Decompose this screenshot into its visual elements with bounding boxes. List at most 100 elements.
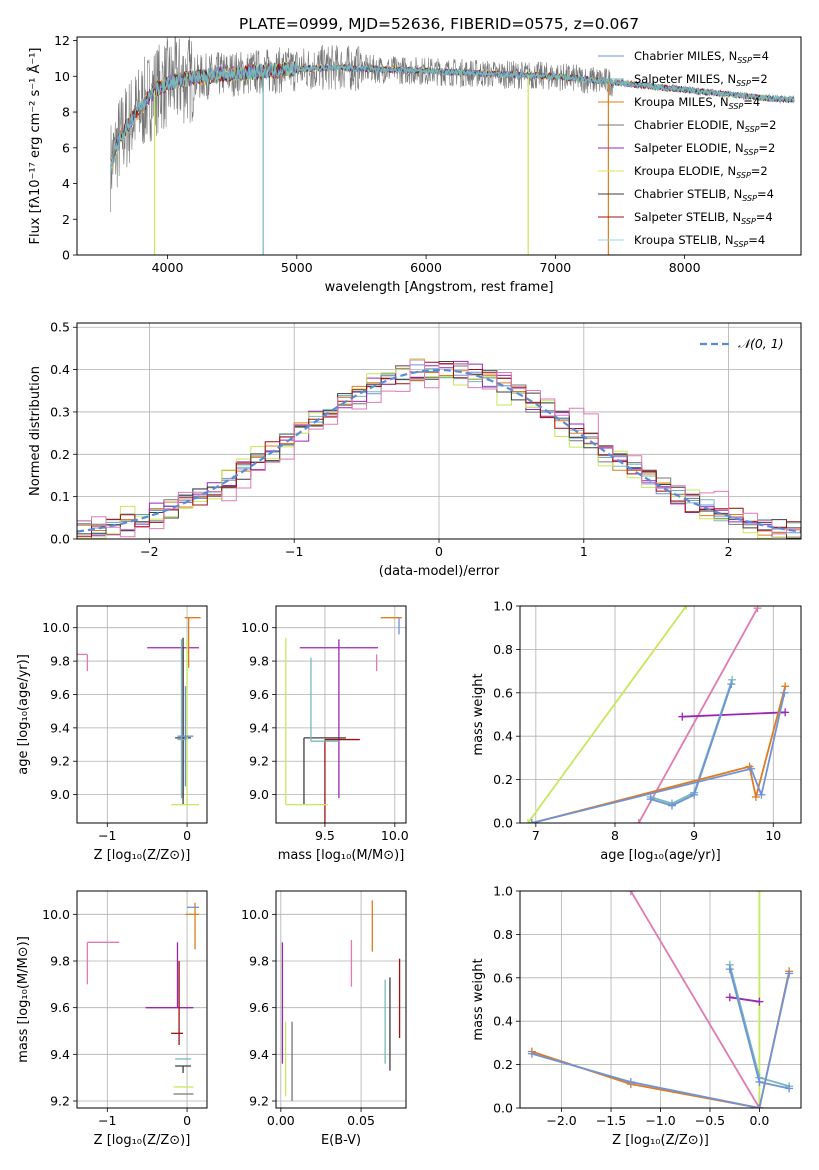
series-marker [781, 682, 790, 691]
x-tick-label: −1.0 [645, 1113, 675, 1128]
spectrum-legend: Chabrier MILES, NSSP=4 Salpeter MILES, NS… [598, 49, 776, 249]
y-tick-label: 0.0 [50, 532, 70, 547]
legend-label-sub: SSP [736, 79, 751, 88]
x-tick-label: 10 [765, 828, 781, 843]
y-tick-label: 9.2 [249, 754, 269, 769]
series-marker [725, 993, 734, 1002]
errorbar-point [299, 639, 379, 798]
errorbar-point [171, 637, 200, 806]
x-tick-label: −2 [140, 544, 158, 559]
x-tick-label: −1 [285, 544, 303, 559]
model-spectrum-line [110, 61, 795, 174]
y-axis-label: age [log₁₀(age/yr)] [16, 654, 31, 775]
legend-label: Chabrier MILES, NSSP=4 [634, 49, 769, 65]
series-line [531, 686, 787, 823]
chart-title: PLATE=0999, MJD=52636, FIBERID=0575, z=0… [239, 15, 639, 33]
y-tick-label: 0.4 [493, 1014, 513, 1029]
series-marker [755, 891, 764, 895]
plot-area [110, 37, 795, 255]
x-tick-label: 0 [183, 1113, 191, 1128]
x-tick-label: 1 [580, 544, 588, 559]
legend-label-suffix: =2 [751, 72, 768, 86]
x-axis-label: mass [log₁₀(M/M⊙)] [278, 848, 405, 863]
legend-label-suffix: =4 [756, 210, 773, 224]
legend-label-suffix: =2 [758, 141, 775, 155]
y-tick-label: 10.0 [241, 620, 269, 635]
legend-label-main: Kroupa STELIB, N [634, 233, 734, 247]
panel-age_vs_mass: 9.5 10.0 9.0 9.2 9.4 9.6 9.8 10.0 mass [log₁₀(M/… [241, 605, 409, 863]
y-tick-label: 0.4 [493, 729, 513, 744]
legend-label-main: Kroupa MILES, N [634, 95, 729, 109]
x-tick-label: 10.0 [381, 828, 409, 843]
legend-label-sub: SSP [742, 194, 757, 203]
legend-label: Chabrier ELODIE, NSSP=2 [634, 118, 776, 134]
x-tick-label: 9.5 [315, 828, 335, 843]
legend-label: Salpeter MILES, NSSP=2 [634, 72, 768, 88]
x-axis-label: E(B-V) [321, 1133, 361, 1148]
series-marker [725, 965, 734, 974]
y-tick-label: 1.0 [493, 599, 513, 614]
series-marker [682, 606, 691, 610]
legend-label-suffix: =4 [757, 187, 774, 201]
errorbar-point [324, 738, 360, 823]
y-tick-label: 0.6 [493, 970, 513, 985]
x-tick-label: 0 [183, 828, 191, 843]
y-tick-label: 10.0 [42, 620, 70, 635]
x-tick-label: −1.5 [596, 1113, 626, 1128]
y-axis-label: Flux [fλ10⁻¹⁷ erg cm⁻² s⁻¹ Å⁻¹] [27, 48, 43, 245]
legend-label-main: Chabrier STELIB, N [634, 187, 742, 201]
panels: PLATE=0999, MJD=52636, FIBERID=0575, z=0… [16, 15, 802, 1148]
x-tick-label: −1 [98, 828, 116, 843]
legend-label-sub: SSP [741, 217, 756, 226]
normal-distribution-curve [77, 368, 801, 533]
errorbar-point [77, 653, 89, 672]
x-tick-label: 0 [435, 544, 443, 559]
legend-label-sub: SSP [736, 171, 751, 180]
series-marker [523, 819, 532, 823]
x-axis-label: Z [log₁₀(Z/Z⊙)] [612, 1133, 709, 1148]
series-marker [755, 1077, 764, 1086]
x-tick-label: −0.5 [695, 1113, 725, 1128]
y-axis-label: mass weight [471, 673, 486, 755]
series-marker [727, 680, 736, 689]
legend-label: 𝒩(0, 1) [738, 336, 784, 351]
errorbar-point [175, 637, 192, 805]
x-tick-label: 7 [532, 828, 540, 843]
plot-area [281, 900, 401, 1101]
y-tick-label: 9.0 [249, 787, 269, 802]
y-tick-label: 0.2 [493, 1057, 513, 1072]
series-marker [751, 792, 760, 801]
panel-massweight_vs_Z: −2.0 −1.5 −1.0 −0.5 0.0 0.0 0.2 0.4 0.6 0.8 1.0 Z [… [471, 884, 802, 1148]
y-tick-label: 10 [54, 69, 70, 84]
y-tick-label: 9.2 [50, 1094, 70, 1109]
legend-label: Kroupa ELODIE, NSSP=2 [634, 164, 768, 180]
y-tick-label: 9.6 [50, 1000, 70, 1015]
plot-area [77, 617, 201, 806]
plot-area [285, 617, 402, 823]
y-tick-label: 9.4 [249, 1047, 269, 1062]
plot-area [523, 606, 790, 823]
histogram-series-step [77, 359, 801, 538]
series-line [729, 996, 760, 1003]
errorbar-point [177, 686, 194, 787]
x-axis-label: Z [log₁₀(Z/Z⊙)] [94, 1133, 191, 1148]
panel-age_vs_Z: −1 0 9.0 9.2 9.4 9.6 9.8 10.0 Z [log₁₀(Z/Z⊙)] age… [16, 605, 208, 863]
histogram-series-step [77, 361, 801, 539]
y-tick-label: 0.1 [50, 489, 70, 504]
y-tick-label: 0 [62, 248, 70, 263]
x-axis-label: age [log₁₀(age/yr)] [600, 848, 721, 863]
series-marker [626, 891, 635, 895]
y-tick-label: 9.6 [249, 687, 269, 702]
y-tick-label: 8 [62, 105, 70, 120]
y-tick-label: 9.8 [50, 654, 70, 669]
y-tick-label: 9.2 [50, 754, 70, 769]
y-tick-label: 4 [62, 176, 70, 191]
legend-label-sub: SSP [734, 240, 749, 249]
series-marker [527, 819, 536, 823]
series-line [527, 606, 687, 823]
series-marker [678, 712, 687, 721]
legend-label-suffix: =2 [760, 118, 777, 132]
legend-label-suffix: =2 [751, 164, 768, 178]
